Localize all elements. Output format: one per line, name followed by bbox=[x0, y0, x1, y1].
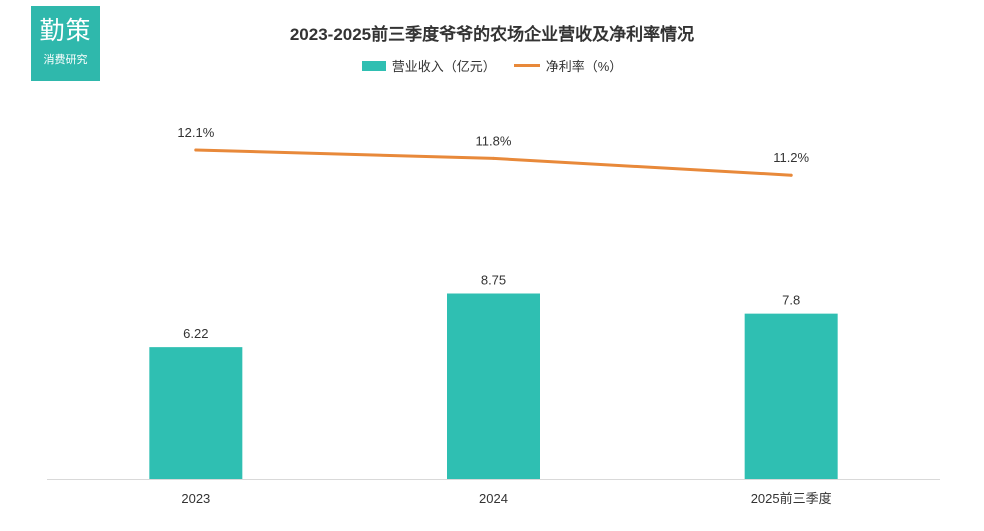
x-tick-label: 2024 bbox=[479, 491, 508, 506]
legend-label-net-margin: 净利率（%） bbox=[545, 59, 623, 74]
net-margin-point bbox=[492, 156, 495, 160]
chart-title: 2023-2025前三季度爷爷的农场企业营收及净利率情况 bbox=[289, 25, 695, 44]
net-margin-point bbox=[789, 173, 793, 177]
line-data-label: 11.8% bbox=[476, 133, 512, 148]
brand-logo-sub: 消费研究 bbox=[43, 54, 88, 66]
bar-revenue-2023 bbox=[149, 347, 243, 479]
line-data-label: 12.1% bbox=[177, 125, 214, 140]
legend-swatch-revenue bbox=[361, 60, 386, 71]
legend-item-revenue[interactable]: 营业收入（亿元） bbox=[361, 56, 496, 75]
net-margin-point bbox=[194, 148, 198, 152]
x-tick-label: 2023 bbox=[181, 491, 210, 506]
brand-logo: 勤策 消费研究 bbox=[31, 6, 100, 81]
bar-revenue-2025前三季度 bbox=[744, 313, 838, 479]
line-data-label: 11.2% bbox=[773, 150, 809, 165]
net-margin-line bbox=[194, 148, 793, 177]
legend-label-revenue: 营业收入（亿元） bbox=[391, 59, 496, 74]
brand-logo-main: 勤策 bbox=[39, 16, 92, 45]
bar-revenue-2024 bbox=[447, 293, 540, 479]
bar-data-label: 8.75 bbox=[481, 273, 506, 288]
legend-item-net-margin[interactable]: 净利率（%） bbox=[513, 56, 623, 75]
x-tick-label: 2025前三季度 bbox=[751, 491, 832, 506]
legend-swatch-net-margin bbox=[513, 64, 540, 67]
bar-data-label: 7.8 bbox=[782, 293, 800, 308]
chart-legend: 营业收入（亿元） 净利率（%） bbox=[0, 56, 984, 75]
bar-data-label: 6.22 bbox=[183, 326, 208, 341]
